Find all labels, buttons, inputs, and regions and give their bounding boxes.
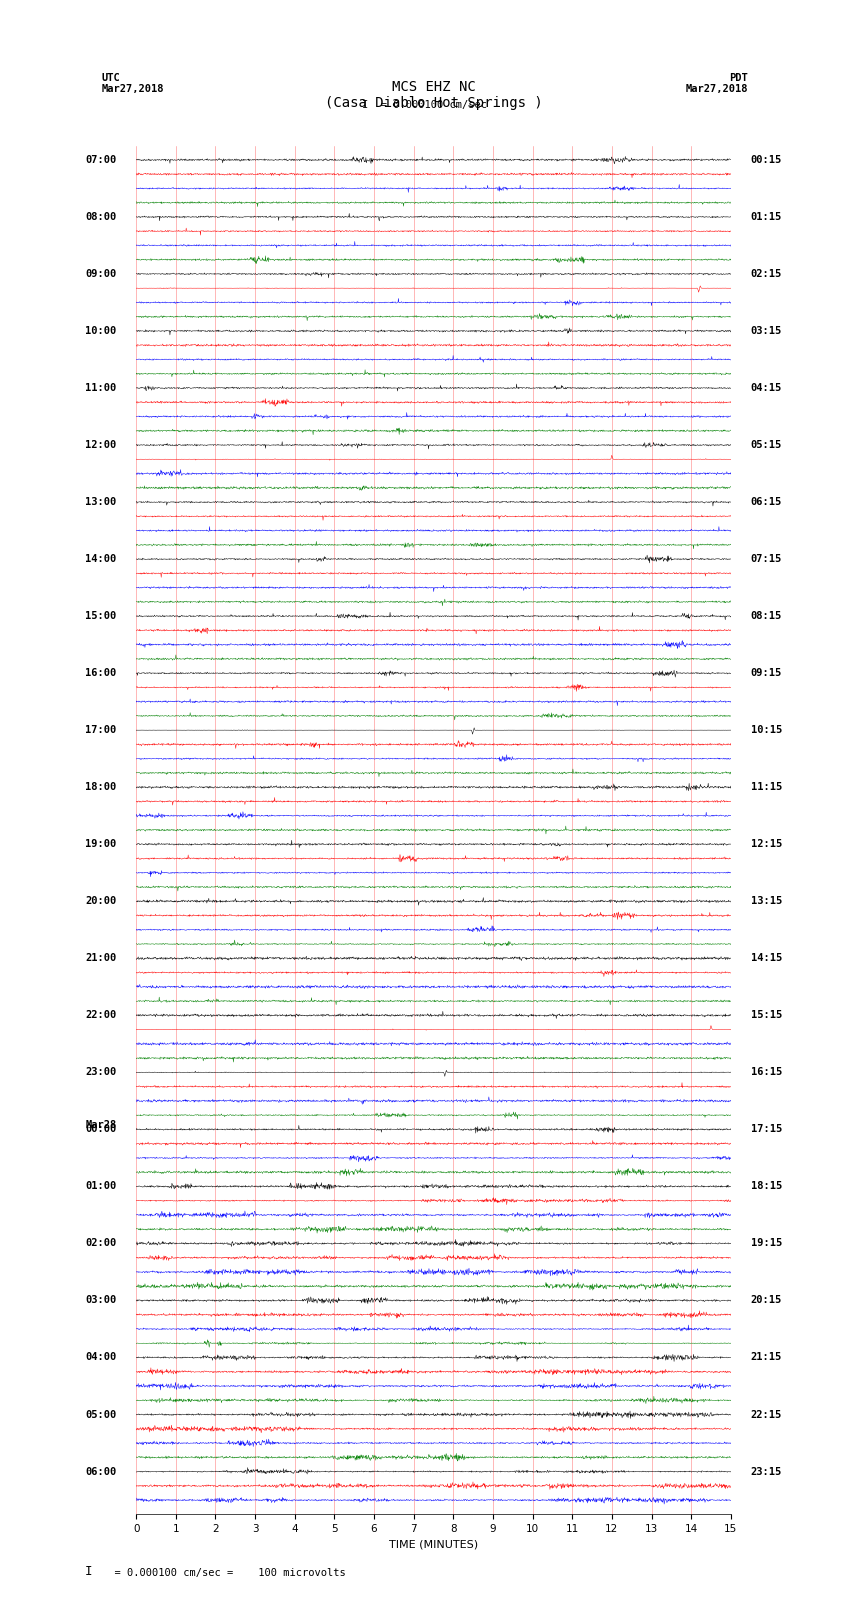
X-axis label: TIME (MINUTES): TIME (MINUTES) [389,1540,478,1550]
Text: 01:15: 01:15 [751,211,782,223]
Text: 21:00: 21:00 [85,953,116,963]
Text: = 0.000100 cm/sec =    100 microvolts: = 0.000100 cm/sec = 100 microvolts [102,1568,346,1578]
Text: 17:15: 17:15 [751,1124,782,1134]
Text: 13:15: 13:15 [751,897,782,907]
Text: 04:15: 04:15 [751,382,782,394]
Text: 16:15: 16:15 [751,1068,782,1077]
Title: MCS EHZ NC
(Casa Diablo Hot Springs ): MCS EHZ NC (Casa Diablo Hot Springs ) [325,79,542,110]
Text: 06:00: 06:00 [85,1466,116,1476]
Text: 23:00: 23:00 [85,1068,116,1077]
Text: 20:00: 20:00 [85,897,116,907]
Text: 07:15: 07:15 [751,555,782,565]
Text: 10:15: 10:15 [751,726,782,736]
Text: 07:00: 07:00 [85,155,116,165]
Text: 18:00: 18:00 [85,782,116,792]
Text: 08:15: 08:15 [751,611,782,621]
Text: 15:00: 15:00 [85,611,116,621]
Text: 00:00: 00:00 [85,1124,116,1134]
Text: 14:00: 14:00 [85,555,116,565]
Text: Mar28: Mar28 [85,1119,116,1131]
Text: 00:15: 00:15 [751,155,782,165]
Text: 15:15: 15:15 [751,1010,782,1021]
Text: 01:00: 01:00 [85,1181,116,1192]
Text: 10:00: 10:00 [85,326,116,336]
Text: 18:15: 18:15 [751,1181,782,1192]
Text: 12:00: 12:00 [85,440,116,450]
Text: 09:15: 09:15 [751,668,782,677]
Text: I: I [85,1565,93,1578]
Text: 11:15: 11:15 [751,782,782,792]
Text: 08:00: 08:00 [85,211,116,223]
Text: 11:00: 11:00 [85,382,116,394]
Text: 22:00: 22:00 [85,1010,116,1021]
Text: UTC
Mar27,2018: UTC Mar27,2018 [102,73,165,94]
Text: PDT
Mar27,2018: PDT Mar27,2018 [685,73,748,94]
Text: 04:00: 04:00 [85,1352,116,1363]
Text: 14:15: 14:15 [751,953,782,963]
Text: 17:00: 17:00 [85,726,116,736]
Text: 19:00: 19:00 [85,839,116,848]
Text: 09:00: 09:00 [85,269,116,279]
Text: 02:00: 02:00 [85,1239,116,1248]
Text: 05:15: 05:15 [751,440,782,450]
Text: 13:00: 13:00 [85,497,116,506]
Text: 19:15: 19:15 [751,1239,782,1248]
Text: 05:00: 05:00 [85,1410,116,1419]
Text: 20:15: 20:15 [751,1295,782,1305]
Text: 16:00: 16:00 [85,668,116,677]
Text: 06:15: 06:15 [751,497,782,506]
Text: 02:15: 02:15 [751,269,782,279]
Text: I  = 0.000100 cm/sec: I = 0.000100 cm/sec [362,100,488,110]
Text: 21:15: 21:15 [751,1352,782,1363]
Text: 12:15: 12:15 [751,839,782,848]
Text: 03:00: 03:00 [85,1295,116,1305]
Text: 23:15: 23:15 [751,1466,782,1476]
Text: 22:15: 22:15 [751,1410,782,1419]
Text: 03:15: 03:15 [751,326,782,336]
